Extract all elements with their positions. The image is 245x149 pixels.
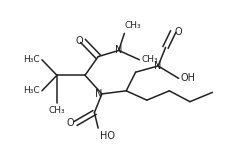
Text: N: N — [115, 45, 122, 55]
Text: O: O — [66, 118, 74, 128]
Text: HO: HO — [100, 131, 115, 141]
Text: CH₃: CH₃ — [124, 21, 141, 30]
Text: H₃C: H₃C — [24, 86, 40, 95]
Text: CH₃: CH₃ — [49, 106, 65, 115]
Text: O: O — [75, 36, 83, 46]
Text: CH₃: CH₃ — [141, 55, 158, 64]
Text: N: N — [95, 89, 102, 99]
Text: O: O — [175, 27, 183, 37]
Text: OH: OH — [181, 73, 196, 83]
Text: N: N — [154, 61, 162, 71]
Text: H₃C: H₃C — [24, 55, 40, 64]
